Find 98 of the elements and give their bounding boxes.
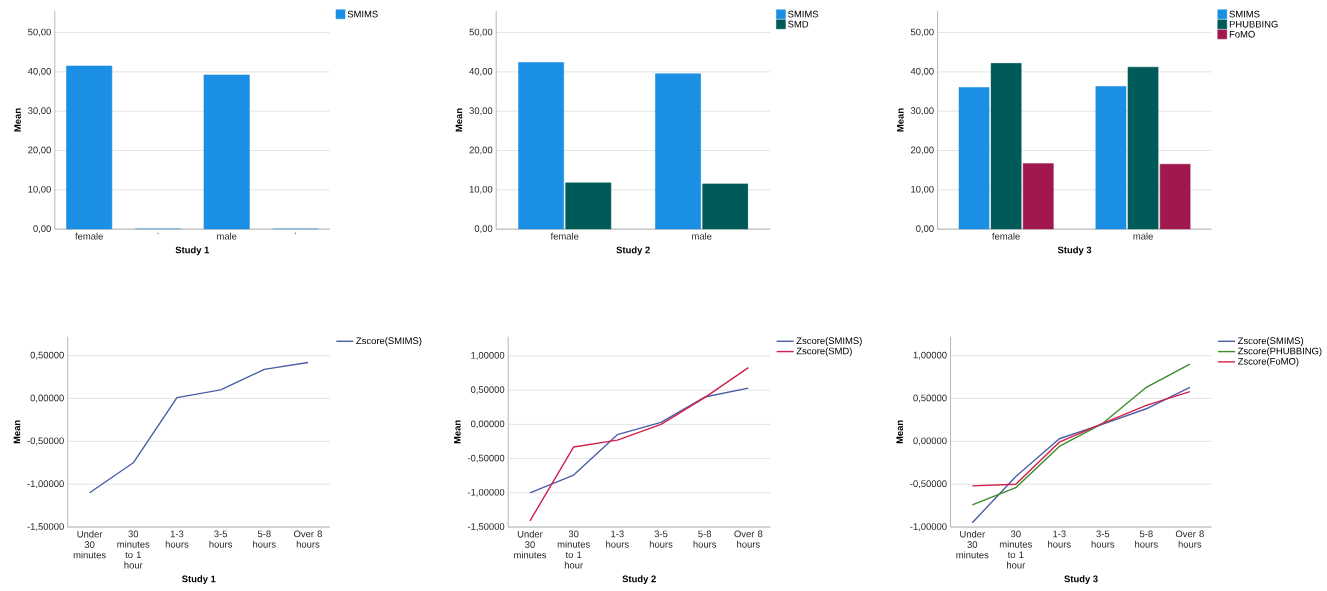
bar bbox=[518, 62, 564, 230]
y-tick-label: 0,00000 bbox=[913, 437, 947, 446]
y-tick-label: 50,00 bbox=[28, 28, 51, 37]
x-axis-title: Study 3 bbox=[1064, 575, 1098, 585]
legend-label: SMIMS bbox=[347, 10, 378, 18]
line-series bbox=[88, 361, 309, 494]
y-tick-label: 20,00 bbox=[910, 146, 934, 155]
y-tick-label: -0,50000 bbox=[27, 437, 64, 446]
x-tick-label: 30 minutes to 1 hour bbox=[557, 530, 590, 569]
y-tick-label: 0,50000 bbox=[913, 394, 947, 403]
x-tick-label: 5-8 hours bbox=[1135, 530, 1158, 548]
x-tick-label: 5-8 hours bbox=[693, 530, 717, 548]
line-series bbox=[971, 363, 1191, 506]
y-tick-label: 1,00000 bbox=[913, 351, 947, 360]
x-tick-label: Over 8 hours bbox=[294, 530, 322, 548]
y-tick-label: 0,00 bbox=[474, 225, 493, 234]
line-series bbox=[971, 386, 1191, 524]
y-axis-title: Mean bbox=[454, 420, 461, 444]
x-axis-title: Study 3 bbox=[1057, 246, 1092, 256]
legend-label: Zscore(SMD) bbox=[796, 347, 852, 357]
bar bbox=[990, 63, 1022, 230]
legend-label: SMIMS bbox=[788, 10, 819, 18]
x-tick-label: 5-8 hours bbox=[253, 530, 276, 548]
y-tick-label: 40,00 bbox=[910, 68, 934, 76]
y-tick-label: 0,00 bbox=[916, 225, 934, 234]
x-axis-title: Study 2 bbox=[622, 575, 656, 585]
x-tick-label: 3-5 hours bbox=[209, 530, 233, 548]
x-tick-label: Over 8 hours bbox=[734, 530, 763, 548]
y-tick-label: 0,00 bbox=[33, 225, 51, 234]
x-tick-label: 30 minutes to 1 hour bbox=[117, 530, 150, 569]
y-tick-label: 10,00 bbox=[469, 186, 493, 194]
x-tick-label: 3-5 hours bbox=[649, 530, 673, 548]
x-tick-label: Over 8 hours bbox=[1175, 530, 1204, 548]
x-tick-label: . bbox=[157, 232, 159, 234]
y-tick-label: -0,50000 bbox=[910, 480, 947, 489]
y-tick-label: -1,50000 bbox=[467, 523, 505, 532]
legend-label: PHUBBING bbox=[1229, 20, 1278, 28]
x-tick-label: . bbox=[294, 232, 296, 234]
x-tick-label: Under 30 minutes bbox=[956, 530, 989, 559]
y-tick-label: 10,00 bbox=[28, 186, 51, 194]
y-tick-label: 50,00 bbox=[469, 28, 493, 37]
y-tick-label: 30,00 bbox=[28, 107, 51, 116]
legend-label: Zscore(PHUBBING) bbox=[1237, 347, 1322, 357]
y-tick-label: 20,00 bbox=[469, 146, 493, 155]
x-axis-title: Study 1 bbox=[182, 575, 216, 585]
x-tick-label: Under 30 minutes bbox=[514, 530, 547, 559]
y-axis-title: Mean bbox=[14, 108, 21, 132]
x-tick-label: male bbox=[1133, 232, 1153, 240]
bar bbox=[565, 182, 612, 230]
x-tick-label: female bbox=[550, 232, 579, 240]
bar bbox=[958, 87, 990, 230]
line-series bbox=[529, 366, 750, 522]
legend-label: SMIMS bbox=[1229, 10, 1260, 18]
bar bbox=[655, 73, 701, 230]
x-tick-label: female bbox=[992, 232, 1020, 240]
y-tick-label: 0,50000 bbox=[30, 351, 64, 360]
x-tick-label: 1-3 hours bbox=[606, 530, 629, 548]
y-tick-label: -1,00000 bbox=[467, 489, 505, 497]
y-tick-label: 40,00 bbox=[469, 68, 493, 76]
x-axis-title: Study 1 bbox=[175, 246, 210, 256]
bar bbox=[1127, 66, 1159, 230]
bar bbox=[702, 183, 749, 230]
y-tick-label: -1,00000 bbox=[27, 480, 64, 489]
x-tick-label: female bbox=[75, 232, 103, 240]
y-tick-label: 0,50000 bbox=[470, 386, 505, 395]
y-tick-label: -1,50000 bbox=[27, 523, 64, 532]
x-tick-label: 3-5 hours bbox=[1091, 530, 1115, 548]
legend-label: Zscore(SMIMS) bbox=[1237, 337, 1304, 346]
y-axis-title: Mean bbox=[896, 420, 903, 444]
x-axis-title: Study 2 bbox=[616, 246, 650, 256]
x-tick-label: 30 minutes to 1 hour bbox=[999, 530, 1032, 569]
y-tick-label: 30,00 bbox=[910, 107, 934, 116]
x-tick-label: 1-3 hours bbox=[165, 530, 189, 548]
x-tick-label: male bbox=[217, 232, 237, 240]
legend-label: Zscore(SMIMS) bbox=[796, 337, 862, 346]
legend-label: Zscore(SMIMS) bbox=[356, 337, 422, 346]
x-tick-label: Under 30 minutes bbox=[73, 530, 106, 559]
y-tick-label: 0,00000 bbox=[470, 420, 505, 429]
legend-label: Zscore(FoMO) bbox=[1237, 357, 1299, 367]
y-axis-title: Mean bbox=[455, 108, 463, 132]
y-axis-title: Mean bbox=[13, 420, 21, 444]
bar bbox=[1095, 86, 1127, 230]
y-tick-label: 20,00 bbox=[28, 146, 51, 155]
y-tick-label: 40,00 bbox=[27, 68, 51, 76]
y-tick-label: 30,00 bbox=[469, 107, 493, 116]
line-series bbox=[971, 391, 1191, 487]
x-tick-label: 1-3 hours bbox=[1048, 530, 1071, 548]
y-axis-title: Mean bbox=[897, 108, 904, 132]
y-tick-label: 50,00 bbox=[910, 28, 934, 37]
y-tick-label: 0,00000 bbox=[30, 394, 64, 403]
x-tick-label: male bbox=[692, 232, 712, 240]
legend-label: FoMO bbox=[1229, 30, 1255, 38]
legend-label: SMD bbox=[788, 20, 809, 28]
y-tick-label: 10,00 bbox=[911, 186, 934, 194]
line-series bbox=[529, 387, 750, 494]
y-tick-label: -0,50000 bbox=[467, 454, 505, 463]
y-tick-label: -1,00000 bbox=[910, 523, 947, 532]
y-tick-label: 1,00000 bbox=[471, 352, 505, 360]
